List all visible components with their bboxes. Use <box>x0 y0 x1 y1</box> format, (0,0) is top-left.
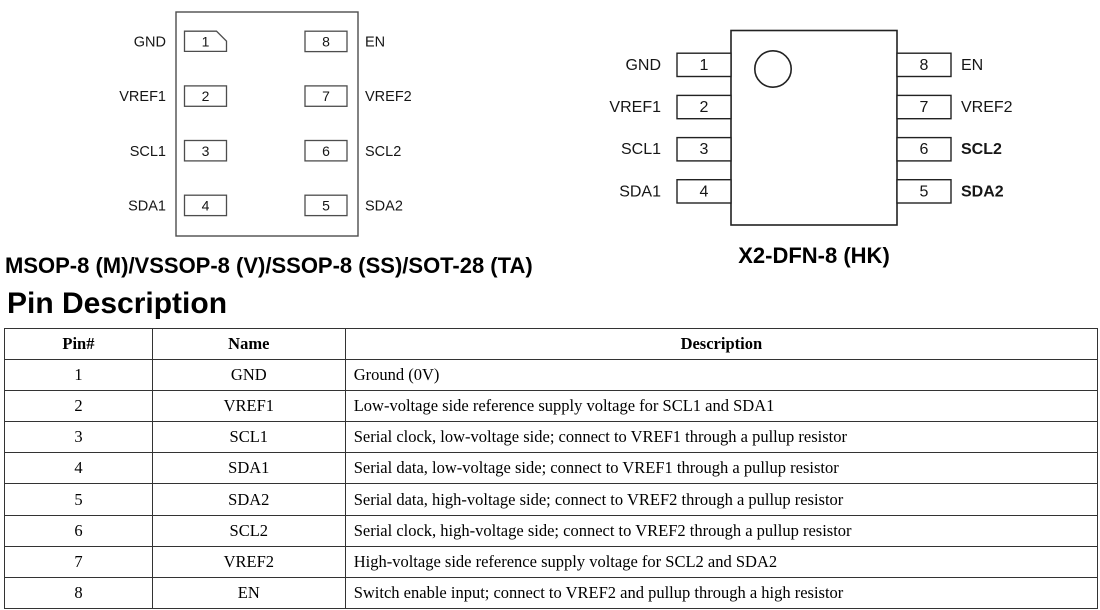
svg-text:VREF2: VREF2 <box>961 99 1013 116</box>
svg-text:2: 2 <box>700 99 709 116</box>
svg-text:5: 5 <box>920 183 929 200</box>
svg-text:MSOP-8 (M)/VSSOP-8 (V)/SSOP-8: MSOP-8 (M)/VSSOP-8 (V)/SSOP-8 (SS)/SOT-2… <box>5 253 533 278</box>
svg-text:VREF2: VREF2 <box>365 89 412 105</box>
svg-text:SDA1: SDA1 <box>128 199 166 215</box>
svg-text:4: 4 <box>202 198 210 214</box>
svg-text:6: 6 <box>322 143 330 159</box>
svg-text:3: 3 <box>202 143 210 159</box>
svg-text:EN: EN <box>961 57 983 74</box>
svg-text:EN: EN <box>365 35 385 51</box>
svg-text:1: 1 <box>202 34 210 50</box>
svg-text:X2-DFN-8 (HK): X2-DFN-8 (HK) <box>738 243 890 268</box>
svg-text:GND: GND <box>134 35 166 51</box>
svg-text:Pin Description: Pin Description <box>7 287 227 320</box>
svg-text:3: 3 <box>700 141 709 158</box>
svg-text:VREF1: VREF1 <box>609 99 661 116</box>
svg-text:6: 6 <box>920 141 929 158</box>
svg-text:SDA2: SDA2 <box>961 183 1004 200</box>
svg-text:SDA1: SDA1 <box>619 183 661 200</box>
svg-text:1: 1 <box>700 57 709 74</box>
svg-text:8: 8 <box>920 57 929 74</box>
svg-text:SCL2: SCL2 <box>365 144 401 160</box>
svg-text:2: 2 <box>202 88 210 104</box>
svg-text:5: 5 <box>322 198 330 214</box>
svg-text:8: 8 <box>322 34 330 50</box>
svg-text:4: 4 <box>700 183 709 200</box>
svg-text:SCL2: SCL2 <box>961 141 1002 158</box>
svg-text:7: 7 <box>920 99 929 116</box>
svg-text:SCL1: SCL1 <box>621 141 661 158</box>
svg-text:VREF1: VREF1 <box>119 89 166 105</box>
svg-text:SCL1: SCL1 <box>130 144 166 160</box>
svg-text:GND: GND <box>625 57 661 74</box>
svg-text:7: 7 <box>322 88 330 104</box>
svg-text:SDA2: SDA2 <box>365 199 403 215</box>
